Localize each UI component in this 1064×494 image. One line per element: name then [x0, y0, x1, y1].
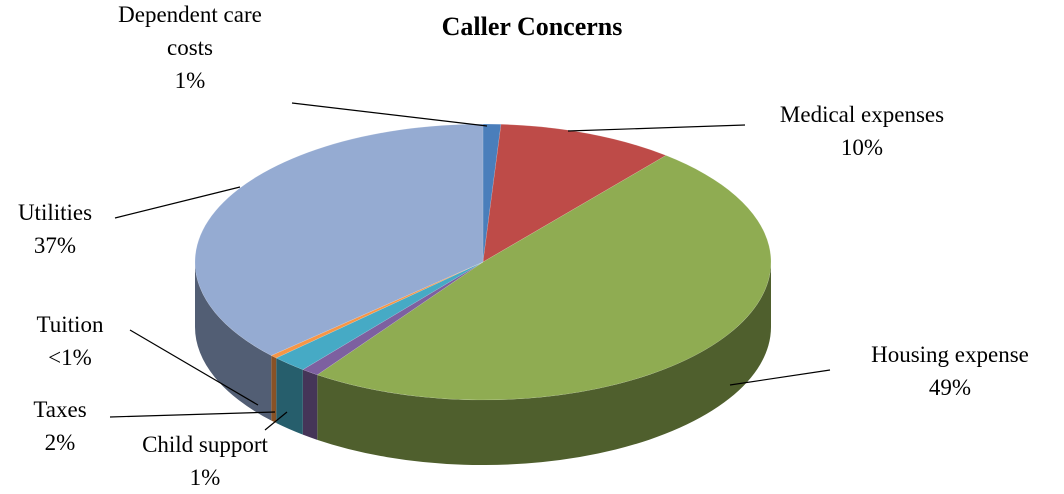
slice	[482, 124, 667, 263]
value-label: 10%	[840, 135, 884, 160]
data-label: Child support 1%	[105, 428, 305, 494]
value-label: 1%	[189, 465, 221, 490]
slice	[482, 123, 502, 263]
category-label: Medical expenses	[779, 102, 945, 127]
slice	[270, 261, 484, 359]
slice-side	[317, 262, 772, 465]
slice	[302, 261, 484, 376]
leader-line	[114, 186, 241, 219]
leader-line	[291, 102, 488, 127]
value-label: 37%	[33, 233, 77, 258]
category-label: Housing expense	[871, 342, 1029, 367]
leader-line	[567, 124, 746, 132]
data-label: Medical expenses 10%	[732, 98, 992, 164]
leader-line	[264, 411, 288, 431]
slice-side	[271, 355, 277, 424]
leader-line	[109, 411, 276, 418]
data-label: Tuition <1%	[20, 308, 120, 374]
value-label: <1%	[48, 345, 92, 370]
category-label: Tuition	[36, 312, 104, 337]
slice-side	[195, 262, 272, 421]
category-label: Child support	[142, 432, 268, 457]
data-label: Housing expense 49%	[830, 338, 1064, 404]
data-label: Utilities 37%	[0, 196, 110, 262]
value-label: 1%	[174, 68, 206, 93]
slice-side	[302, 369, 318, 440]
slice	[194, 123, 484, 356]
data-label: Dependent care costs 1%	[80, 0, 300, 97]
data-label: Taxes 2%	[10, 393, 110, 459]
leader-line	[129, 329, 259, 406]
leader-line	[729, 369, 831, 386]
category-label: Utilities	[17, 200, 93, 225]
slice-side	[276, 358, 303, 435]
slice	[275, 261, 484, 370]
slice	[316, 155, 772, 401]
value-label: 2%	[44, 430, 76, 455]
value-label: 49%	[928, 375, 972, 400]
chart-title: Caller Concerns	[441, 12, 623, 41]
category-label: Taxes	[33, 397, 87, 422]
category-label: Dependent care costs	[118, 2, 262, 60]
